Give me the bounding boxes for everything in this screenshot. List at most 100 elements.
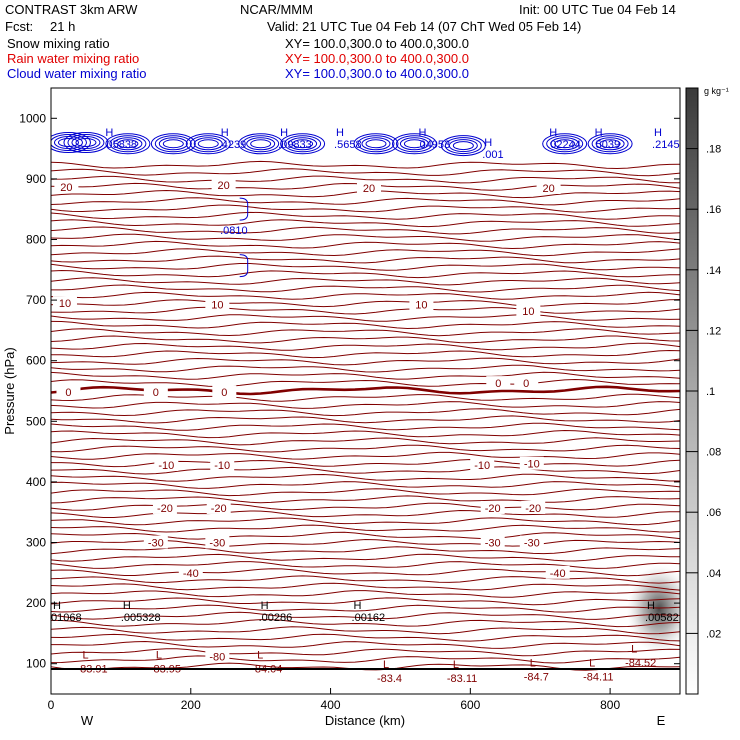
y-tick-label: 200 [26,596,46,610]
isotherm-label-bg [356,180,381,194]
isotherm-contour [51,263,680,271]
high-value-label: .005328 [121,612,161,624]
isotherm-label: 10 [415,299,427,311]
cloud-water-contour [158,137,188,151]
cloud-water-high-marker: H [549,127,557,139]
colorbar-tick-label: .02 [706,628,721,640]
cloud-water-contour [395,135,433,153]
isotherm-contour [51,401,680,409]
field-name-cloud-water: Cloud water mixing ratio [7,66,147,81]
isotherm-contour [51,597,680,606]
isotherm-contour [51,648,680,657]
high-value-label: .00582 [645,612,679,624]
high-value-label: .00162 [352,612,386,624]
cloud-water-contour [399,137,429,151]
fcst-value: 21 h [50,19,76,34]
y-axis-label: Pressure (hPa) [2,347,17,434]
y-tick-label: 1000 [19,111,46,125]
isotherm-contour [51,349,680,359]
isotherm-label-bg [211,177,236,191]
field-xy-cloud-water: XY= 100.0,300.0 to 400.0,300.0 [285,66,469,81]
cloud-water-contour [239,197,249,221]
isotherm-label-bg [545,565,570,579]
model-title: CONTRAST 3km ARW [5,2,138,17]
cloud-water-high-marker: H [484,137,492,149]
isotherm-contour [51,378,680,388]
colorbar-tick-label: .14 [706,265,721,277]
low-marker: L [530,658,536,670]
cloud-water-high-marker: H [654,127,662,139]
cloud-water-contour [365,139,387,149]
cloud-water-label: .02244 [547,139,581,151]
y-tick-label: 300 [26,536,46,550]
isotherm-contour [51,451,680,460]
high-value-label: .00286 [259,612,293,624]
y-tick-label: 100 [26,657,46,671]
isotherm-label: -20 [485,503,501,515]
cloud-water-contour [542,133,588,155]
isotherm-contour [51,255,680,264]
isotherm-contour [51,611,680,620]
isotherm-contour [51,357,680,366]
cloud-water-label: .05838 [103,139,137,151]
isotherm-contour [51,488,680,497]
cloud-water-contour [284,135,322,153]
east-endpoint-label: E [657,713,666,728]
colorbar-unit: g kg⁻¹ [704,86,729,96]
isotherm-contour [51,590,680,598]
isotherm-contour [51,655,680,664]
isotherm-label: -10 [158,460,174,472]
isotherm-contour [51,211,680,220]
isotherm-label-bg [205,535,230,549]
isotherm-contour [51,371,680,380]
low-value-label: -83.4 [377,673,402,685]
cloud-water-contour [51,134,87,152]
isotherm-contour [51,626,680,635]
cloud-water-label: .4239 [219,139,247,151]
isotherm-label-bg [210,457,235,471]
field-xy-snow: XY= 100.0,300.0 to 400.0,300.0 [285,36,469,51]
colorbar-tick-label: .06 [706,507,721,519]
low-marker: L [631,644,637,656]
field-name-snow: Snow mixing ratio [7,36,110,51]
isotherm-label: -30 [524,538,540,550]
isotherm-contour [51,553,680,562]
isotherm-contour [51,524,680,533]
isotherm-contour [51,604,680,613]
x-tick-label: 800 [600,698,620,712]
cloud-water-contour [546,135,584,153]
isotherm-contour [51,531,680,540]
isotherm-contour [51,219,680,228]
cloud-water-contour [595,137,625,151]
plot-frame [50,87,681,695]
cloud-water-contour [444,137,482,155]
y-tick-label: 800 [26,233,46,247]
isotherm-label-bg [52,296,77,310]
cloud-water-contour [75,138,97,148]
cloud-water-contour [105,133,151,155]
cloud-water-contour [185,133,231,155]
cloud-water-contour [250,139,272,149]
y-tick-label: 900 [26,172,46,186]
isotherm-contour [51,160,680,170]
cloud-water-contour [51,132,91,154]
isotherm-contour [51,240,680,250]
colorbar-tick-label: .16 [706,204,721,216]
isotherm-label-bg [143,385,168,399]
cloud-water-contour [440,135,486,157]
isotherm-contour [51,364,680,373]
cloud-water-contour [587,133,633,155]
isotherm-label-bg [205,649,230,663]
low-marker: L [453,659,459,671]
low-marker: L [82,650,88,662]
isotherm-label: 20 [363,183,375,195]
isotherm-label-bg [536,180,561,194]
isotherm-label: -10 [474,460,490,472]
isotherm-contour [51,437,680,446]
colorbar-tick-label: .08 [706,447,721,459]
isotherm-label-bg [486,376,511,390]
field-xy-rain: XY= 100.0,300.0 to 400.0,300.0 [285,51,469,66]
isotherm-label: -20 [525,503,541,515]
cloud-water-high-marker: H [595,127,603,139]
